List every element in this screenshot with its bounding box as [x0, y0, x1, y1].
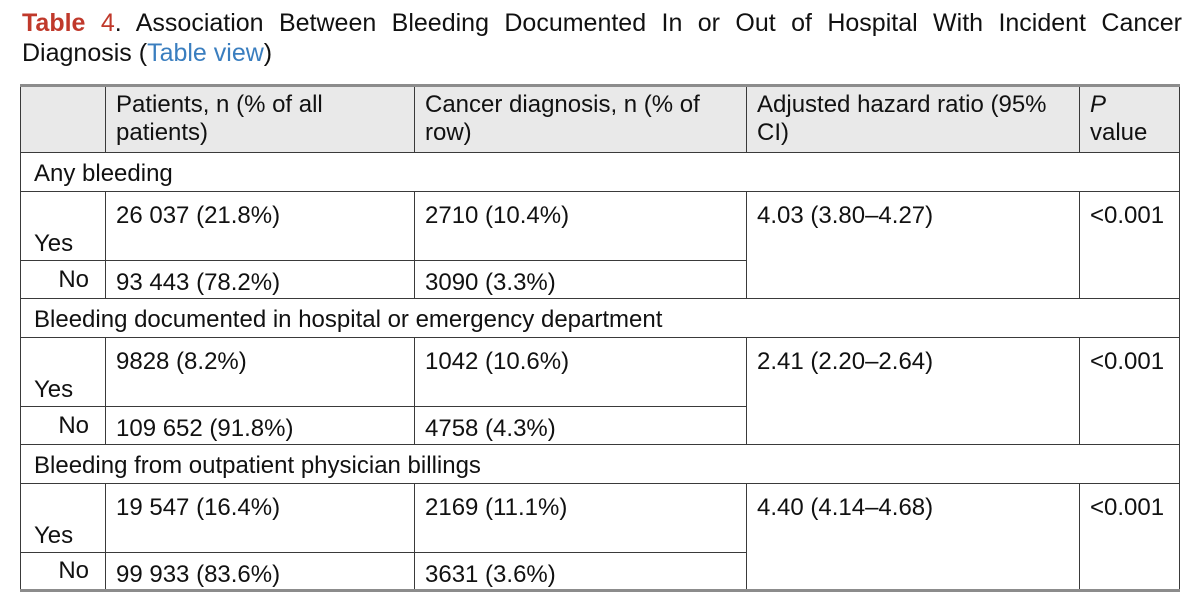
table-caption: Table 4. Association Between Bleeding Do…	[22, 8, 1182, 68]
section-title: Bleeding documented in hospital or emerg…	[20, 298, 1180, 338]
cell-patients-yes: 19 547 (16.4%)	[105, 483, 415, 553]
cell-p-value: <0.001	[1079, 483, 1180, 591]
row-label-no: No	[20, 552, 106, 591]
table-row: Yes 26 037 (21.8%) 2710 (10.4%) 4.03 (3.…	[20, 191, 1180, 299]
caption-separator: .	[114, 9, 122, 37]
cell-cancer-no: 4758 (4.3%)	[414, 406, 747, 445]
cell-cancer-yes: 1042 (10.6%)	[414, 337, 747, 407]
row-label-yes: Yes	[20, 191, 106, 261]
table-row: Yes 19 547 (16.4%) 2169 (11.1%) 4.40 (4.…	[20, 483, 1180, 591]
header-hazard-ratio: Adjusted hazard ratio (95% CI)	[746, 85, 1080, 153]
cell-cancer-yes: 2710 (10.4%)	[414, 191, 747, 261]
cell-p-value: <0.001	[1079, 191, 1180, 299]
cell-patients-no: 93 443 (78.2%)	[105, 260, 415, 299]
cell-p-value: <0.001	[1079, 337, 1180, 445]
row-label-yes: Yes	[20, 337, 106, 407]
cell-patients-no: 109 652 (91.8%)	[105, 406, 415, 445]
cell-patients-no: 99 933 (83.6%)	[105, 552, 415, 591]
header-corner	[20, 85, 106, 153]
table-row: No 109 652 (91.8%) 4758 (4.3%)	[20, 406, 1180, 445]
header-cancer-diagnosis: Cancer diagnosis, n (% of row)	[414, 85, 747, 153]
table-row: No 99 933 (83.6%) 3631 (3.6%)	[20, 552, 1180, 591]
cell-hazard-ratio: 2.41 (2.20–2.64)	[746, 337, 1080, 445]
section-row: Any bleeding	[20, 152, 1180, 192]
cell-cancer-no: 3090 (3.3%)	[414, 260, 747, 299]
table-title: Association Between Bleeding Documented …	[22, 9, 1182, 67]
header-patients: Patients, n (% of all patients)	[105, 85, 415, 153]
section-row: Bleeding documented in hospital or emerg…	[20, 298, 1180, 338]
header-p-word: value	[1090, 119, 1148, 146]
table-number-value: 4	[100, 9, 115, 37]
cell-hazard-ratio: 4.03 (3.80–4.27)	[746, 191, 1080, 299]
cell-patients-yes: 26 037 (21.8%)	[105, 191, 415, 261]
cell-cancer-yes: 2169 (11.1%)	[414, 483, 747, 553]
header-p-letter: P	[1090, 91, 1107, 118]
row-label-no: No	[20, 260, 106, 299]
table-view-link[interactable]: Table view	[147, 39, 264, 67]
cell-cancer-no: 3631 (3.6%)	[414, 552, 747, 591]
table-number: Table 4	[22, 9, 115, 37]
section-row: Bleeding from outpatient physician billi…	[20, 444, 1180, 484]
table-label: Table	[22, 9, 86, 37]
section-title: Any bleeding	[20, 152, 1180, 192]
results-table: Patients, n (% of all patients) Cancer d…	[20, 84, 1180, 592]
header-row: Patients, n (% of all patients) Cancer d…	[20, 85, 1180, 153]
table-row: No 93 443 (78.2%) 3090 (3.3%)	[20, 260, 1180, 299]
cell-hazard-ratio: 4.40 (4.14–4.68)	[746, 483, 1080, 591]
row-label-yes: Yes	[20, 483, 106, 553]
cell-patients-yes: 9828 (8.2%)	[105, 337, 415, 407]
table-row: Yes 9828 (8.2%) 1042 (10.6%) 2.41 (2.20–…	[20, 337, 1180, 445]
section-title: Bleeding from outpatient physician billi…	[20, 444, 1180, 484]
caption-close-paren: )	[263, 39, 273, 67]
row-label-no: No	[20, 406, 106, 445]
